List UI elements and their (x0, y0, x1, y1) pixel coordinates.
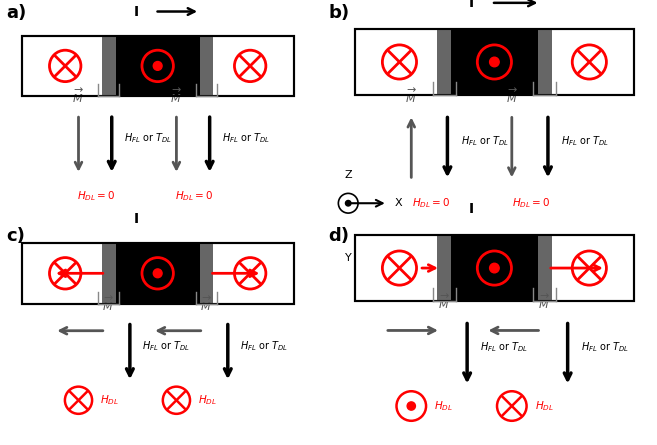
Text: $H_{DL}=0$: $H_{DL}=0$ (512, 196, 551, 210)
Bar (537, 235, 552, 301)
Text: $H_{DL}$: $H_{DL}$ (434, 399, 453, 413)
Bar (355, 29, 634, 95)
Text: $\overrightarrow{M}$: $\overrightarrow{M}$ (538, 293, 551, 311)
Text: $\overrightarrow{M}$: $\overrightarrow{M}$ (200, 295, 213, 312)
Text: $H_{FL}$ or $T_{DL}$: $H_{FL}$ or $T_{DL}$ (461, 134, 509, 148)
Text: $H_{FL}$ or $T_{DL}$: $H_{FL}$ or $T_{DL}$ (561, 134, 609, 148)
Text: Z: Z (344, 170, 352, 180)
Text: $H_{DL}=0$: $H_{DL}=0$ (175, 189, 214, 203)
Text: a): a) (7, 4, 27, 22)
Bar (437, 29, 451, 95)
Text: I: I (469, 202, 474, 216)
Text: I: I (134, 4, 139, 19)
Text: $H_{FL}$ or $T_{DL}$: $H_{FL}$ or $T_{DL}$ (581, 340, 629, 354)
Text: $H_{FL}$ or $T_{DL}$: $H_{FL}$ or $T_{DL}$ (480, 340, 528, 354)
Bar (108, 36, 207, 96)
Circle shape (489, 263, 499, 273)
Circle shape (153, 61, 162, 70)
Text: Y: Y (345, 252, 351, 263)
Text: I: I (469, 0, 474, 10)
Text: $\overrightarrow{M}$: $\overrightarrow{M}$ (102, 295, 115, 312)
Bar (22, 36, 294, 96)
Bar (537, 29, 552, 95)
Text: $\overrightarrow{M}$: $\overrightarrow{M}$ (438, 293, 451, 311)
Bar (102, 36, 116, 96)
Bar (200, 243, 214, 303)
Text: b): b) (328, 4, 350, 22)
Bar (437, 235, 451, 301)
Bar (108, 243, 207, 303)
Bar (444, 235, 545, 301)
Bar (22, 243, 294, 303)
Circle shape (346, 200, 351, 206)
Text: $H_{DL}$: $H_{DL}$ (198, 393, 217, 407)
Bar (22, 243, 294, 303)
Bar (200, 36, 214, 96)
Text: $H_{DL}=0$: $H_{DL}=0$ (412, 196, 450, 210)
Bar (355, 235, 634, 301)
Bar (102, 243, 116, 303)
Text: I: I (134, 212, 139, 226)
Text: $H_{FL}$ or $T_{DL}$: $H_{FL}$ or $T_{DL}$ (142, 339, 190, 353)
Bar (22, 36, 294, 96)
Text: $H_{FL}$ or $T_{DL}$: $H_{FL}$ or $T_{DL}$ (240, 339, 288, 353)
Bar (444, 29, 545, 95)
Text: $H_{DL}$: $H_{DL}$ (100, 393, 119, 407)
Text: $\overrightarrow{M}$: $\overrightarrow{M}$ (405, 87, 418, 105)
Bar (355, 235, 634, 301)
Text: $H_{FL}$ or $T_{DL}$: $H_{FL}$ or $T_{DL}$ (124, 132, 172, 146)
Circle shape (407, 402, 415, 410)
Text: $H_{DL}=0$: $H_{DL}=0$ (78, 189, 116, 203)
Text: d): d) (328, 227, 350, 245)
Circle shape (489, 57, 499, 67)
Text: $H_{FL}$ or $T_{DL}$: $H_{FL}$ or $T_{DL}$ (222, 132, 270, 146)
Text: X: X (394, 198, 402, 208)
Bar (355, 29, 634, 95)
Text: $\overrightarrow{M}$: $\overrightarrow{M}$ (505, 87, 518, 105)
Text: c): c) (7, 227, 26, 245)
Circle shape (153, 269, 162, 278)
Text: $\overrightarrow{M}$: $\overrightarrow{M}$ (72, 87, 85, 105)
Text: $H_{DL}$: $H_{DL}$ (535, 399, 554, 413)
Text: $\overrightarrow{M}$: $\overrightarrow{M}$ (170, 87, 183, 105)
